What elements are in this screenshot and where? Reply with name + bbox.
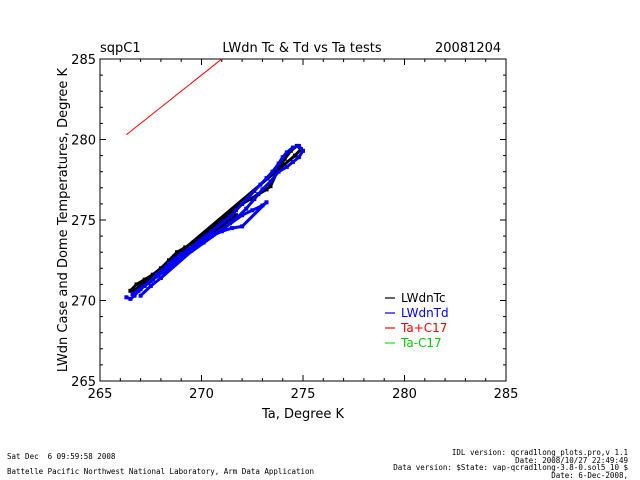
chart-site-label: sqpC1 <box>100 41 141 56</box>
y-tick-label: 275 <box>71 214 96 229</box>
y-tick-label: 285 <box>71 53 96 68</box>
footer-idl-date: Date: 2008/10/27 22:49:49 <box>515 456 628 465</box>
x-axis: 265 270 275 280 285 <box>88 59 519 402</box>
y-axis: 265 270 275 280 285 <box>71 53 506 390</box>
footer-data-version: Data version: $State: vap-qcrad1long-3.8… <box>393 463 628 472</box>
series-layer <box>124 58 305 301</box>
footer-idl-version: IDL version: qcrad1long_plots.pro,v 1.1 <box>452 448 628 457</box>
footer-timestamp: Sat Dec 6 09:59:58 2008 <box>7 452 116 461</box>
footer-organization: Battelle Pacific Northwest National Labo… <box>7 467 314 476</box>
footer-data-date: Date: 6-Dec-2008, <box>551 471 628 480</box>
chart-title: LWdn Tc & Td vs Ta tests <box>222 41 382 56</box>
series-trace <box>125 144 305 301</box>
y-tick-label: 265 <box>71 375 96 390</box>
x-tick-label: 265 <box>88 387 113 402</box>
legend-label-ta-plus-c17: Ta+C17 <box>400 321 447 335</box>
y-axis-title: LWdn Case and Dome Temperatures, Degree … <box>56 67 71 372</box>
x-tick-label: 275 <box>291 387 316 402</box>
chart-date: 20081204 <box>435 41 501 56</box>
data-point <box>124 295 129 300</box>
y-tick-label: 270 <box>71 295 96 310</box>
legend-label-ta-minus-c17: Ta-C17 <box>400 336 442 350</box>
series-lwdntd <box>124 143 305 301</box>
legend-label-lwdntc: LWdnTc <box>401 291 446 305</box>
legend-label-lwdntd: LWdnTd <box>401 306 449 320</box>
x-tick-label: 270 <box>189 387 214 402</box>
x-tick-label: 280 <box>392 387 417 402</box>
series-line <box>126 58 223 136</box>
x-axis-title: Ta, Degree K <box>261 407 344 422</box>
legend: LWdnTc LWdnTd Ta+C17 Ta-C17 <box>385 291 449 350</box>
x-tick-label: 285 <box>494 387 519 402</box>
series-ta-c17 <box>126 58 223 136</box>
y-tick-label: 280 <box>71 134 96 149</box>
